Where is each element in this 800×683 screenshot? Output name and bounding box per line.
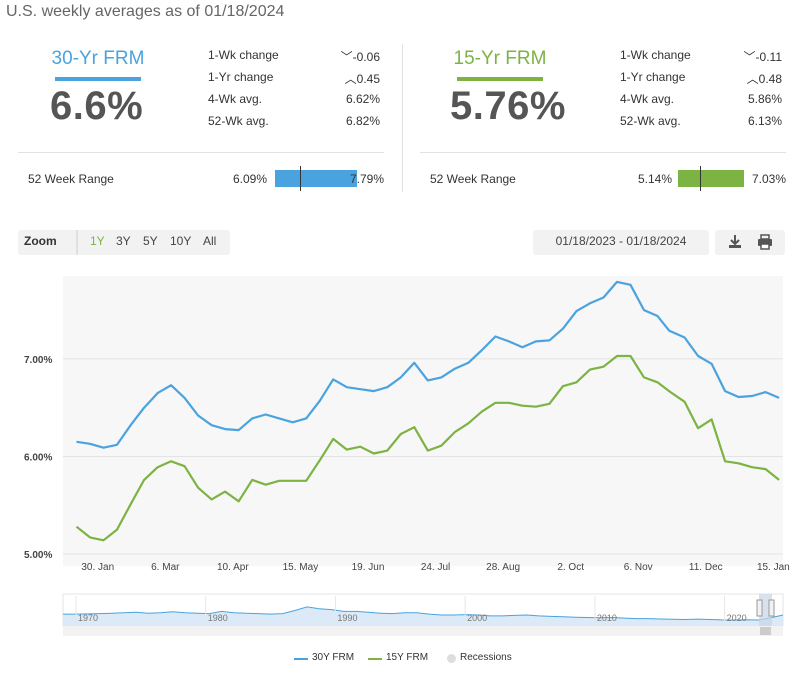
chart-navigator[interactable]: 1970 1980 1990 2000 2010 2020	[0, 592, 800, 642]
x-tick-label: 2. Oct	[557, 562, 584, 573]
zoom-3y-button[interactable]: 3Y	[116, 234, 131, 248]
zoom-toolbar	[18, 230, 230, 255]
print-icon[interactable]	[754, 232, 776, 252]
legend-item-30y[interactable]: 30Y FRM	[312, 652, 355, 663]
stat-label: 1-Yr change	[208, 70, 274, 84]
navigator-tick-label: 1970	[78, 613, 98, 623]
legend-item-recessions[interactable]: Recessions	[460, 652, 512, 663]
series-line-15y[interactable]	[75, 354, 780, 542]
stat-label: 52-Wk avg.	[620, 114, 681, 128]
stat-value: ﹀-0.11	[743, 50, 782, 64]
navigator-line	[63, 606, 784, 621]
chevron-up-icon: ︿	[344, 72, 357, 86]
stat-label: 1-Yr change	[620, 70, 686, 84]
card-divider	[402, 44, 403, 192]
divider	[420, 152, 786, 153]
chevron-up-icon: ︿	[746, 72, 759, 86]
x-tick-label: 15. Jan	[757, 562, 790, 573]
x-tick-label: 30. Jan	[81, 562, 114, 573]
navigator-scrollbar[interactable]	[63, 626, 783, 636]
rate-value: 6.6%	[50, 84, 144, 128]
x-tick-label: 19. Jun	[352, 562, 385, 573]
series-line-30y[interactable]	[76, 280, 780, 449]
zoom-all-button[interactable]: All	[203, 234, 217, 248]
zoom-1y-button[interactable]: 1Y	[90, 234, 105, 248]
y-tick-label: 5.00%	[24, 550, 52, 561]
chevron-down-icon: ﹀	[340, 50, 353, 64]
x-tick-label: 24. Jul	[421, 562, 450, 573]
range-high: 7.79%	[349, 172, 384, 186]
navigator-area	[63, 606, 783, 626]
rate-underline	[457, 77, 543, 81]
export-toolbar	[715, 230, 785, 255]
stat-value: ︿0.45	[344, 72, 380, 86]
navigator-scroll-thumb[interactable]	[760, 627, 771, 635]
navigator-tick-label: 2010	[597, 613, 617, 623]
stat-value: ︿0.48	[746, 72, 782, 86]
mortgage-rate-chart: 5.00% 6.00% 7.00% 30. Jan 6. Mar 10. Apr 15. …	[24, 276, 790, 573]
zoom-label: Zoom	[24, 234, 57, 248]
stat-label: 4-Wk avg.	[620, 92, 675, 106]
stat-label: 1-Wk change	[208, 48, 279, 62]
zoom-5y-button[interactable]: 5Y	[143, 234, 158, 248]
legend-dot-recessions	[447, 654, 456, 663]
x-tick-label: 28. Aug	[486, 562, 520, 573]
chevron-down-icon: ﹀	[743, 50, 756, 64]
stat-label: 4-Wk avg.	[208, 92, 263, 106]
y-tick-label: 7.00%	[24, 355, 52, 366]
stat-value: ﹀-0.06	[340, 50, 380, 64]
x-tick-label: 6. Mar	[151, 562, 180, 573]
stat-value: 6.62%	[345, 92, 380, 106]
range-label: 52 Week Range	[28, 172, 114, 186]
navigator-tick-label: 2020	[727, 613, 747, 623]
range-marker	[699, 166, 701, 191]
legend-item-15y[interactable]: 15Y FRM	[386, 652, 429, 663]
range-high: 7.03%	[751, 172, 786, 186]
x-tick-label: 10. Apr	[217, 562, 249, 573]
legend-swatch-15y	[368, 658, 382, 660]
rate-name: 15-Yr FRM	[453, 48, 547, 69]
x-tick-label: 15. May	[283, 562, 319, 573]
rate-card-15yr: 15-Yr FRM 5.76% 1-Wk change ﹀-0.11 1-Yr …	[420, 44, 786, 192]
navigator-tick-label: 1980	[208, 613, 228, 623]
rate-underline	[55, 77, 141, 81]
date-range-text[interactable]: 01/18/2023 - 01/18/2024	[555, 234, 687, 248]
navigator-handle-right[interactable]	[768, 599, 775, 617]
y-tick-label: 6.00%	[24, 452, 52, 463]
range-bar	[678, 170, 744, 187]
range-label: 52 Week Range	[430, 172, 516, 186]
stat-value: 5.86%	[747, 92, 782, 106]
rate-value: 5.76%	[450, 84, 566, 128]
range-low: 6.09%	[233, 172, 268, 186]
range-low: 5.14%	[638, 172, 673, 186]
divider	[18, 152, 384, 153]
zoom-separator	[76, 230, 78, 255]
range-bar	[275, 170, 357, 187]
legend-swatch-30y	[294, 658, 308, 660]
stat-label: 1-Wk change	[620, 48, 691, 62]
date-range-box[interactable]	[533, 230, 709, 255]
navigator-handle-left[interactable]	[756, 599, 763, 617]
plot-background	[63, 276, 783, 566]
rate-name: 30-Yr FRM	[51, 48, 145, 69]
zoom-10y-button[interactable]: 10Y	[170, 234, 192, 248]
x-tick-label: 11. Dec	[689, 562, 723, 573]
range-marker	[299, 166, 301, 191]
download-icon[interactable]	[724, 232, 746, 252]
x-tick-label: 6. Nov	[624, 562, 653, 573]
page-subtitle: U.S. weekly averages as of 01/18/2024	[6, 3, 285, 20]
stat-label: 52-Wk avg.	[208, 114, 269, 128]
rate-card-30yr: 30-Yr FRM 6.6% 1-Wk change ﹀-0.06 1-Yr c…	[18, 44, 384, 192]
navigator-tick-label: 2000	[467, 613, 487, 623]
stat-value: 6.82%	[345, 114, 380, 128]
navigator-tick-label: 1990	[337, 613, 357, 623]
stat-value: 6.13%	[747, 114, 782, 128]
